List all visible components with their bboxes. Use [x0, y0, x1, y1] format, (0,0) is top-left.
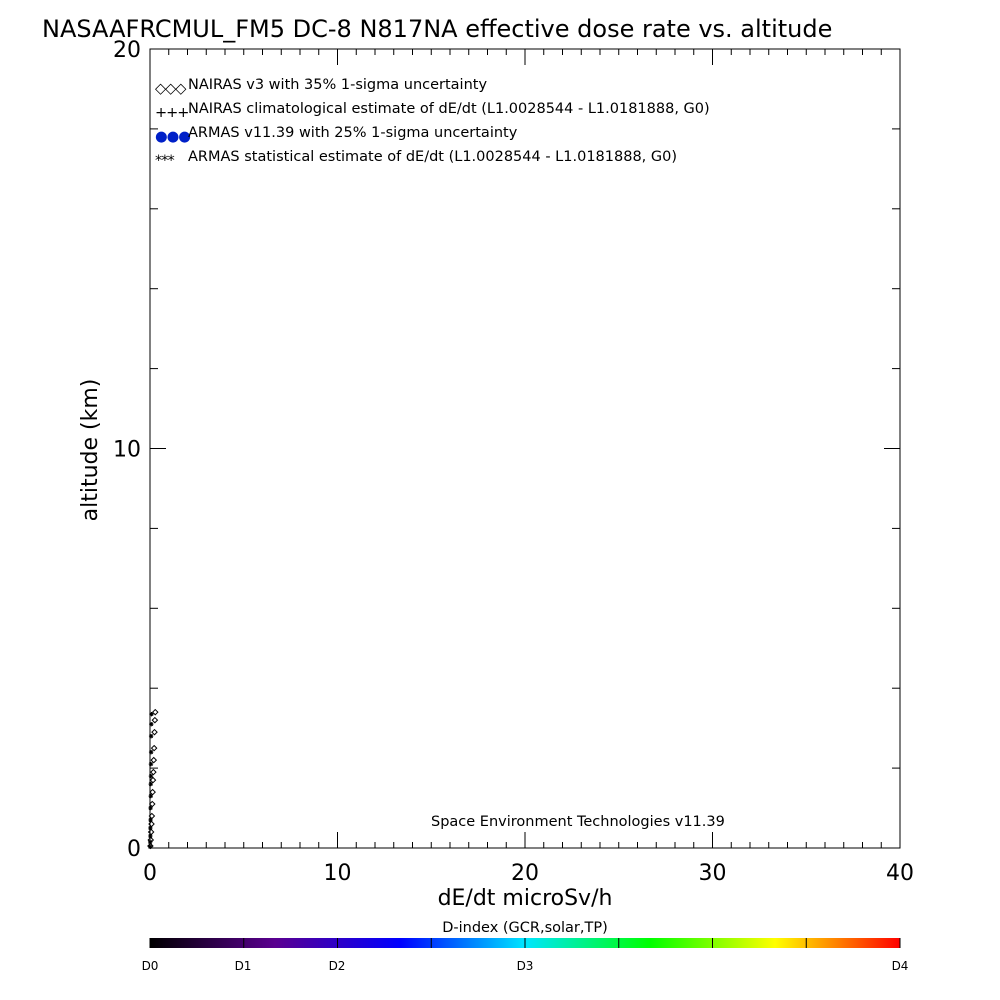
legend-symbol: ●●● [155, 129, 190, 145]
nairas-point [149, 776, 157, 784]
armas-stat-point [148, 761, 154, 767]
x-tick-label: 20 [511, 861, 539, 886]
y-axis: 0 10 20 [113, 38, 900, 862]
colorbar-ticks: D0 D1 D2 D3 D4 [142, 938, 909, 973]
nairas-point [149, 788, 156, 796]
armas-stat-point [149, 711, 154, 717]
legend-label: ARMAS v11.39 with 25% 1-sigma uncertaint… [188, 125, 518, 141]
armas-stat-point [148, 781, 153, 787]
nairas-point [150, 768, 157, 776]
armas-stat-point [147, 839, 153, 845]
chart-title: NASAAFRCMUL_FM5 DC-8 N817NA effective do… [42, 15, 832, 43]
armas-stat-point [148, 749, 154, 755]
y-tick-label: 10 [113, 438, 141, 463]
y-tick-label: 20 [113, 38, 141, 63]
x-axis: 0 10 20 30 40 [143, 49, 914, 886]
colorbar-title: D-index (GCR,solar,TP) [442, 920, 608, 936]
armas-stat-point [148, 733, 154, 739]
legend-label: ARMAS statistical estimate of dE/dt (L1.… [188, 149, 677, 165]
nairas-point [150, 756, 158, 764]
nairas-point [151, 728, 158, 736]
nairas-point [150, 744, 158, 752]
armas-stat-point [148, 825, 153, 831]
armas-stat-point [148, 793, 153, 799]
x-tick-label: 0 [143, 861, 157, 886]
legend-label: NAIRAS v3 with 35% 1-sigma uncertainty [188, 77, 487, 93]
x-tick-label: 40 [886, 861, 914, 886]
legend-symbol: ◇◇◇ [155, 81, 187, 97]
nairas-point [151, 716, 159, 724]
data-points [147, 708, 159, 850]
legend-symbol: +++ [155, 105, 188, 121]
colorbar-label: D3 [517, 959, 534, 973]
legend-symbol: *** [155, 153, 175, 169]
legend: ◇◇◇ NAIRAS v3 with 35% 1-sigma uncertaint… [155, 77, 710, 169]
x-axis-label: dE/dt microSv/h [438, 886, 613, 911]
x-tick-label: 10 [324, 861, 352, 886]
colorbar-label: D0 [142, 959, 159, 973]
credit-text: Space Environment Technologies v11.39 [431, 814, 725, 830]
x-tick-label: 30 [699, 861, 727, 886]
armas-stat-point [148, 817, 153, 823]
nairas-point [151, 708, 159, 716]
nairas-point [147, 828, 155, 836]
minor-ticks [150, 49, 900, 848]
armas-stat-point [148, 773, 154, 779]
legend-label: NAIRAS climatological estimate of dE/dt … [188, 101, 710, 117]
armas-stat-point [149, 721, 154, 727]
armas-stat-point [147, 844, 153, 850]
armas-stat-point [148, 833, 153, 839]
colorbar-label: D2 [329, 959, 346, 973]
y-tick-label: 0 [127, 837, 141, 862]
armas-stat-point [148, 805, 153, 811]
colorbar-label: D4 [892, 959, 909, 973]
y-axis-label: altitude (km) [78, 379, 103, 522]
colorbar-label: D1 [235, 959, 252, 973]
plot-frame [149, 48, 901, 849]
